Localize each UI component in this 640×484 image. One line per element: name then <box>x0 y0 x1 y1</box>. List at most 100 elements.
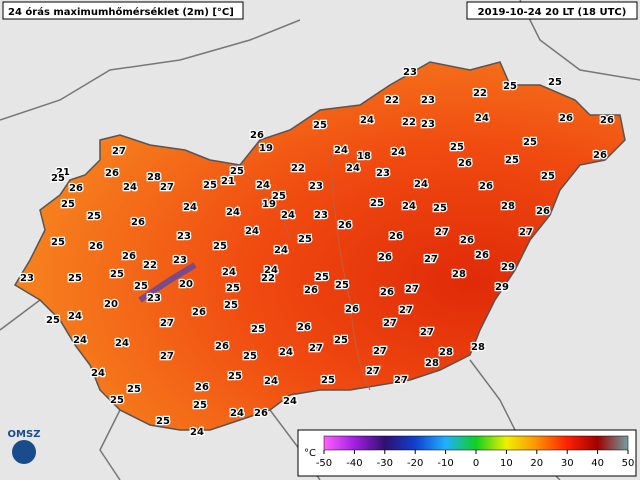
station-value: 26 <box>479 181 493 192</box>
station-value: 23 <box>177 231 191 242</box>
station-value: 24 <box>402 201 416 212</box>
tick-label: -30 <box>377 458 393 469</box>
station-value: 26 <box>559 113 573 124</box>
station-value: 24 <box>279 347 293 358</box>
lake-balaton <box>138 262 197 303</box>
station-value: 22 <box>402 117 416 128</box>
station-value: 26 <box>69 183 83 194</box>
station-value: 24 <box>190 427 204 438</box>
station-value: 24 <box>360 115 374 126</box>
station-value: 24 <box>334 145 348 156</box>
station-value: 20 <box>104 299 118 310</box>
station-value: 23 <box>173 255 187 266</box>
station-value: 28 <box>439 347 453 358</box>
station-value: 22 <box>261 273 275 284</box>
station-value: 26 <box>297 322 311 333</box>
tick-label: 50 <box>622 458 635 469</box>
station-value: 23 <box>147 293 161 304</box>
station-value: 26 <box>89 241 103 252</box>
station-value: 23 <box>20 273 34 284</box>
station-value: 25 <box>156 416 170 427</box>
station-value: 26 <box>345 304 359 315</box>
station-value: 24 <box>68 311 82 322</box>
station-value: 25 <box>110 395 124 406</box>
station-value: 26 <box>122 251 136 262</box>
station-value: 25 <box>298 234 312 245</box>
station-value: 28 <box>452 269 466 280</box>
station-value: 25 <box>272 191 286 202</box>
station-value: 27 <box>420 327 434 338</box>
tick-label: -10 <box>437 458 453 469</box>
legend-ticks: -50 -40 -30 -20 -10 0 10 20 30 40 50 <box>316 450 635 469</box>
station-value: 23 <box>421 95 435 106</box>
station-value: 25 <box>251 324 265 335</box>
station-value: 27 <box>405 284 419 295</box>
station-value: 25 <box>370 198 384 209</box>
station-value: 21 <box>221 176 235 187</box>
station-value: 26 <box>475 250 489 261</box>
station-value: 26 <box>304 285 318 296</box>
station-value: 24 <box>281 210 295 221</box>
station-value: 24 <box>123 182 137 193</box>
tick-label: 30 <box>561 458 574 469</box>
station-value: 24 <box>264 265 278 276</box>
station-value: 25 <box>224 300 238 311</box>
station-value: 27 <box>373 346 387 357</box>
station-value: 24 <box>475 113 489 124</box>
station-value: 24 <box>256 180 270 191</box>
station-value: 25 <box>51 237 65 248</box>
station-value: 25 <box>68 273 82 284</box>
logo-icon <box>12 440 36 464</box>
station-value: 24 <box>346 163 360 174</box>
station-value: 25 <box>228 371 242 382</box>
station-value: 22 <box>473 88 487 99</box>
tick-label: -50 <box>316 458 332 469</box>
station-value: 25 <box>334 335 348 346</box>
station-value: 28 <box>425 358 439 369</box>
station-value: 25 <box>321 375 335 386</box>
valid-time: 2019-10-24 20 LT (18 UTC) <box>478 7 627 18</box>
colorbar <box>323 435 629 451</box>
station-value: 22 <box>143 260 157 271</box>
station-value: 29 <box>501 262 515 273</box>
station-value: 24 <box>222 267 236 278</box>
station-value: 27 <box>424 254 438 265</box>
station-value: 19 <box>259 143 273 154</box>
station-value: 22 <box>291 163 305 174</box>
station-value: 25 <box>243 351 257 362</box>
station-value: 26 <box>131 217 145 228</box>
station-value: 24 <box>414 179 428 190</box>
station-value: 26 <box>458 158 472 169</box>
time-box <box>466 1 638 20</box>
station-value: 25 <box>193 400 207 411</box>
station-value: 27 <box>160 182 174 193</box>
station-value: 25 <box>523 137 537 148</box>
station-value: 24 <box>226 207 240 218</box>
station-value: 23 <box>421 119 435 130</box>
station-value: 19 <box>262 199 276 210</box>
station-value: 27 <box>366 366 380 377</box>
station-value: 23 <box>403 67 417 78</box>
title-box <box>2 1 244 20</box>
station-value: 25 <box>313 120 327 131</box>
station-value: 26 <box>215 341 229 352</box>
station-value: 27 <box>383 318 397 329</box>
station-value: 25 <box>226 283 240 294</box>
station-value: 27 <box>394 375 408 386</box>
station-value: 21 <box>56 167 70 178</box>
station-value: 23 <box>309 181 323 192</box>
station-value: 25 <box>87 211 101 222</box>
station-value: 23 <box>376 168 390 179</box>
station-value: 25 <box>110 269 124 280</box>
station-value: 26 <box>389 231 403 242</box>
tick-label: -20 <box>407 458 423 469</box>
station-value: 24 <box>115 338 129 349</box>
station-value: 27 <box>160 351 174 362</box>
station-value: 25 <box>230 166 244 177</box>
tick-label: 40 <box>591 458 604 469</box>
station-value: 25 <box>548 77 562 88</box>
tick-label: 20 <box>530 458 543 469</box>
